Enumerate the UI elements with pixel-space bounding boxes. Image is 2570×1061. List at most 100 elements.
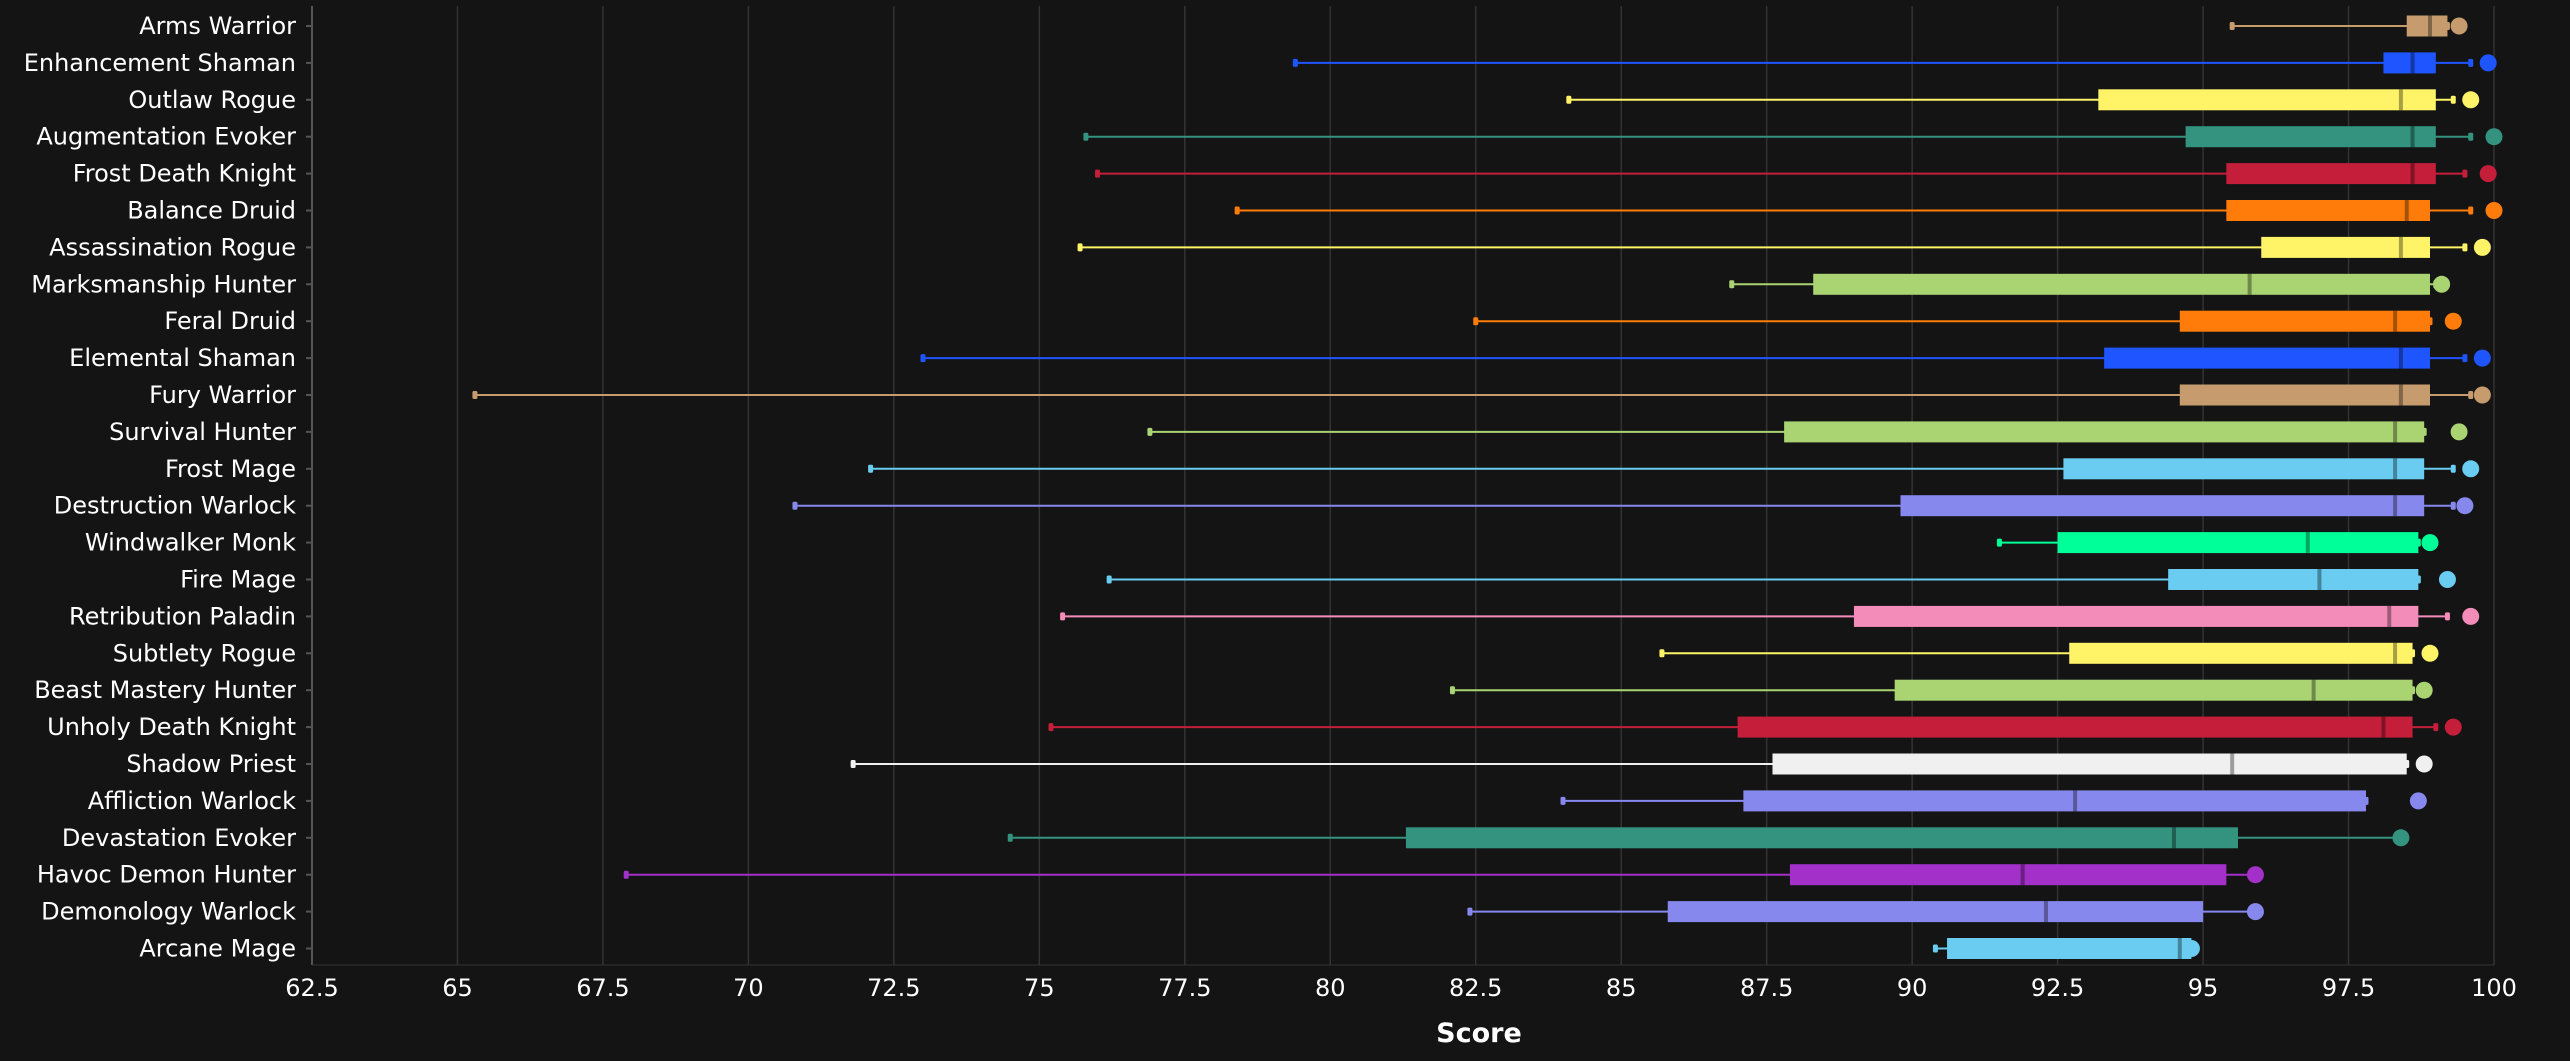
category-label: Survival Hunter [109, 418, 296, 446]
box-row [1449, 679, 2433, 701]
iqr-box [1813, 273, 2430, 295]
whisker-min-cap [1048, 723, 1054, 732]
category-label: Unholy Death Knight [47, 713, 296, 741]
top-score-point [2485, 128, 2503, 146]
whisker-max-cap [2462, 354, 2468, 363]
x-tick-label: 92.5 [2031, 974, 2084, 1002]
iqr-box [1737, 716, 2413, 738]
whisker-min-cap [1449, 686, 1455, 695]
x-tick-label: 82.5 [1449, 974, 1502, 1002]
top-score-point [2450, 17, 2468, 35]
box-row [472, 384, 2491, 406]
box-series [472, 15, 2503, 959]
category-label: Arcane Mage [139, 935, 296, 963]
top-score-point [2421, 644, 2439, 662]
iqr-box [2057, 532, 2419, 554]
iqr-box [1789, 864, 2227, 886]
category-label: Beast Mastery Hunter [34, 676, 296, 704]
iqr-box [1900, 495, 2425, 517]
whisker-min-cap [1060, 612, 1066, 621]
x-tick-label: 97.5 [2322, 974, 2375, 1002]
iqr-box [2179, 310, 2430, 332]
whisker-min-cap [1729, 280, 1735, 289]
box-row [1729, 273, 2451, 295]
whisker-max-cap [2444, 612, 2450, 621]
x-tick-label: 80 [1315, 974, 1346, 1002]
category-label: Augmentation Evoker [36, 123, 296, 151]
top-score-point [2433, 275, 2451, 293]
top-score-point [2479, 54, 2497, 72]
category-label: Demonology Warlock [41, 898, 296, 926]
top-score-point [2246, 866, 2264, 884]
category-label: Shadow Priest [126, 750, 296, 778]
top-score-point [2456, 497, 2474, 515]
top-score-point [2444, 718, 2462, 736]
whisker-min-cap [623, 870, 629, 879]
whisker-max-cap [2450, 464, 2456, 473]
box-row [1473, 310, 2462, 332]
whisker-min-cap [1996, 538, 2002, 547]
x-tick-label: 100 [2471, 974, 2517, 1002]
top-score-point [2415, 681, 2433, 699]
whisker-max-cap [2433, 723, 2439, 732]
x-tick-label: 85 [1606, 974, 1637, 1002]
whisker-max-cap [2462, 169, 2468, 178]
category-label: Outlaw Rogue [128, 86, 296, 114]
box-row [1659, 642, 2439, 664]
iqr-box [1743, 790, 2366, 812]
box-row [623, 864, 2264, 886]
box-row [1932, 938, 2200, 959]
whisker-max-cap [2462, 243, 2468, 252]
x-tick-label: 62.5 [285, 974, 338, 1002]
top-score-point [2479, 165, 2497, 183]
box-row [792, 495, 2474, 517]
iqr-box [2063, 458, 2425, 480]
whisker-max-cap [2450, 95, 2456, 104]
whisker-min-cap [1007, 833, 1013, 842]
category-label: Havoc Demon Hunter [37, 861, 296, 889]
category-label: Retribution Paladin [69, 602, 296, 630]
box-row [1560, 790, 2427, 812]
category-label: Feral Druid [164, 307, 296, 335]
iqr-box [2185, 126, 2436, 148]
whisker-max-cap [2468, 391, 2474, 399]
x-tick-label: 77.5 [1158, 974, 1211, 1002]
x-tick-label: 67.5 [576, 974, 629, 1002]
box-row [1566, 89, 2480, 111]
whisker-min-cap [1659, 649, 1665, 658]
whisker-max-cap [2468, 206, 2474, 215]
x-tick-label: 65 [442, 974, 473, 1002]
whisker-max-cap [2468, 58, 2474, 67]
iqr-box [2179, 384, 2430, 406]
x-tick-label: 90 [1897, 974, 1928, 1002]
category-label: Windwalker Monk [85, 529, 296, 557]
top-score-point [2473, 386, 2491, 404]
whisker-min-cap [1147, 427, 1153, 436]
iqr-box [1772, 753, 2407, 775]
iqr-box [2069, 642, 2413, 664]
category-label: Affliction Warlock [88, 787, 296, 815]
category-label: Fire Mage [180, 566, 296, 594]
whisker-min-cap [1292, 58, 1298, 67]
iqr-box [2261, 236, 2430, 258]
top-score-point [2415, 755, 2433, 773]
top-score-point [2473, 349, 2491, 367]
whisker-min-cap [1932, 944, 1938, 953]
whisker-min-cap [1083, 132, 1089, 141]
box-row [1292, 52, 2497, 74]
top-score-point [2462, 607, 2480, 625]
category-labels: Arms Warrior Enhancement Shaman Outlaw Rog… [24, 12, 296, 963]
top-score-point [2485, 202, 2503, 219]
box-row [1077, 236, 2491, 258]
category-label: Frost Mage [165, 455, 296, 483]
top-score-point [2438, 571, 2456, 588]
top-score-point [2421, 534, 2439, 552]
iqr-box [2226, 163, 2436, 185]
box-row [1996, 532, 2439, 554]
box-row [1007, 827, 2410, 849]
category-label: Fury Warrior [149, 381, 296, 409]
category-label: Destruction Warlock [54, 492, 296, 520]
top-score-point [2450, 423, 2468, 441]
category-label: Elemental Shaman [69, 344, 296, 372]
